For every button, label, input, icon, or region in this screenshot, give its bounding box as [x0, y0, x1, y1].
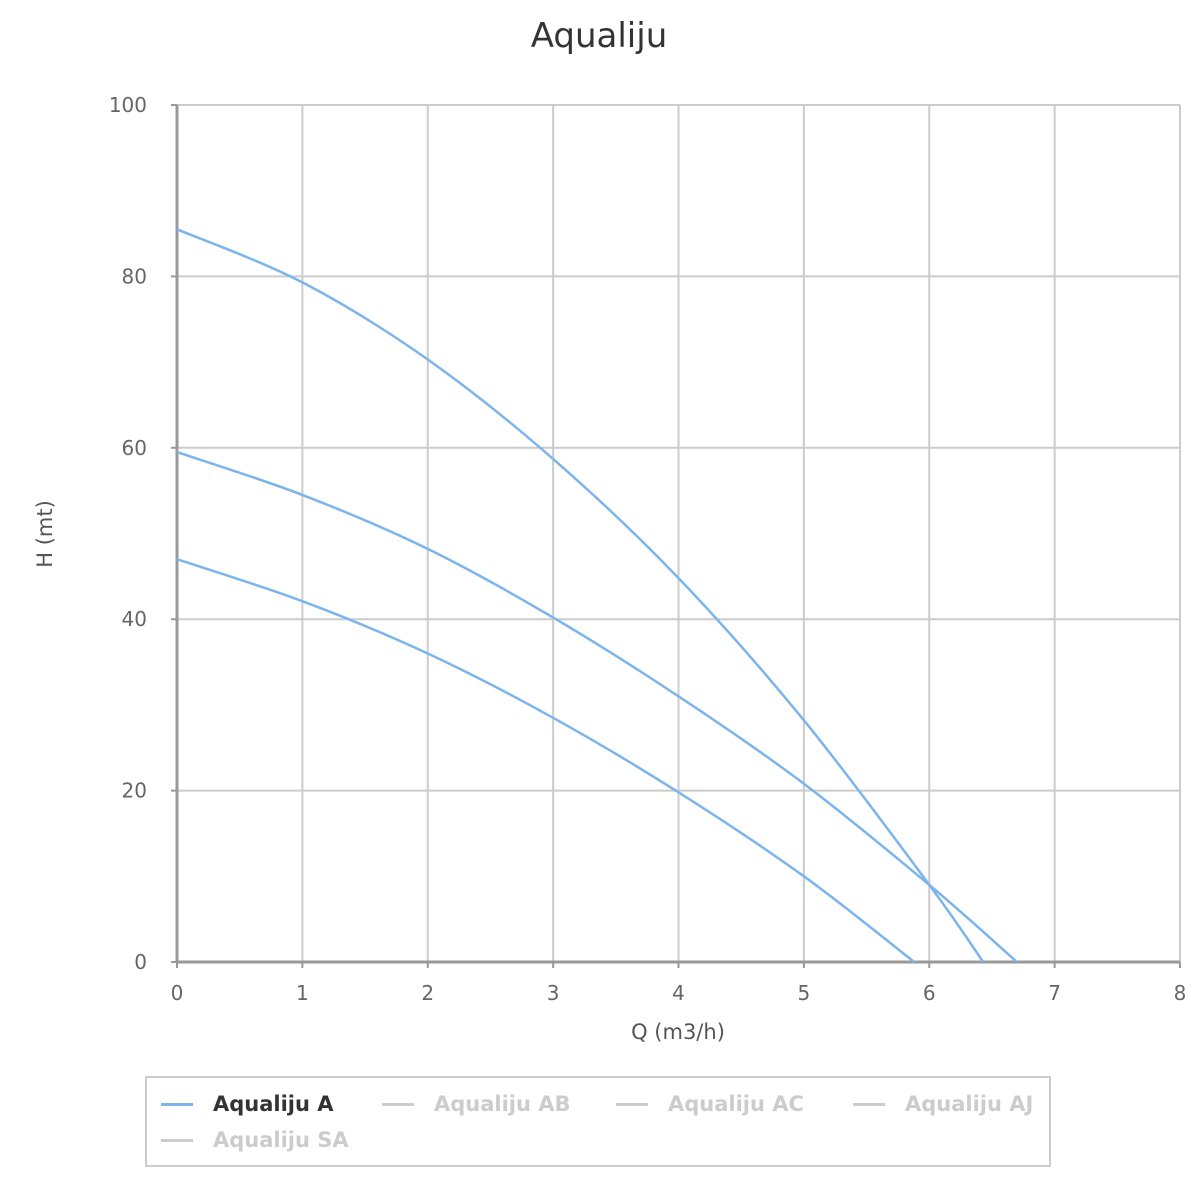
legend-item-aqualiju-sa[interactable]: Aqualiju SA: [161, 1128, 349, 1152]
y-tick-label: 20: [122, 779, 147, 803]
legend-swatch: [853, 1102, 885, 1106]
series-line-2: [176, 450, 1018, 963]
y-tick-label: 100: [109, 93, 147, 117]
legend-label: Aqualiju AB: [434, 1092, 571, 1116]
legend-label: Aqualiju A: [213, 1092, 334, 1116]
legend-swatch: [161, 1138, 193, 1142]
legend-item-aqualiju-a[interactable]: Aqualiju A: [161, 1092, 334, 1116]
x-tick-label: 5: [798, 981, 811, 1005]
grid: [177, 104, 1181, 962]
legend-item-aqualiju-ac[interactable]: Aqualiju AC: [616, 1092, 804, 1116]
series-line-1: [176, 228, 985, 963]
x-axis-title: Q (m3/h): [631, 1020, 725, 1044]
x-tick-label: 6: [923, 981, 936, 1005]
legend-item-aqualiju-ab[interactable]: Aqualiju AB: [382, 1092, 571, 1116]
axes: [171, 104, 1181, 968]
legend-swatch: [382, 1102, 414, 1106]
y-tick-label: 80: [122, 264, 147, 288]
x-tick-label: 4: [672, 981, 685, 1005]
x-tick-label: 2: [421, 981, 434, 1005]
legend-swatch: [616, 1102, 648, 1106]
x-tick-label: 0: [171, 981, 184, 1005]
series-layer: [176, 228, 1018, 963]
y-tick-label: 60: [122, 436, 147, 460]
y-tick-label: 0: [134, 950, 147, 974]
x-tick-label: 3: [547, 981, 560, 1005]
series-line-3: [176, 558, 915, 963]
legend-label: Aqualiju AJ: [905, 1092, 1034, 1116]
chart-title: Aqualiju: [531, 16, 668, 56]
x-tick-label: 7: [1048, 981, 1061, 1005]
legend-label: Aqualiju SA: [213, 1128, 349, 1152]
legend-label: Aqualiju AC: [668, 1092, 804, 1116]
legend-swatch: [161, 1102, 193, 1106]
legend: Aqualiju A Aqualiju AB Aqualiju AC Aqual…: [145, 1076, 1051, 1167]
y-tick-label: 40: [122, 607, 147, 631]
x-tick-label: 1: [296, 981, 309, 1005]
x-tick-label: 8: [1174, 981, 1187, 1005]
legend-item-aqualiju-aj[interactable]: Aqualiju AJ: [853, 1092, 1033, 1116]
y-axis-title: H (mt): [33, 500, 57, 568]
